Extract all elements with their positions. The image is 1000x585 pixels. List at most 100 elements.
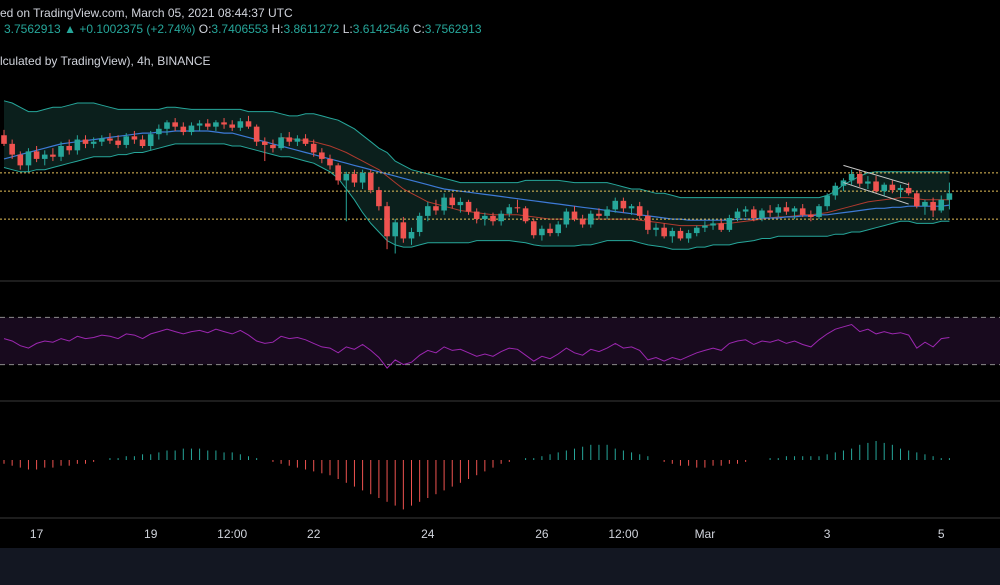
rsi-pane[interactable] — [0, 316, 1000, 369]
candle-body — [636, 206, 643, 216]
candle — [530, 219, 537, 239]
candle — [33, 146, 40, 163]
candle — [164, 120, 170, 136]
candle-body — [156, 128, 162, 135]
candle — [914, 191, 920, 209]
candle — [824, 193, 830, 211]
candle-body — [522, 208, 529, 222]
candle-body — [50, 154, 56, 157]
candle — [522, 206, 529, 224]
candle-body — [571, 211, 578, 220]
candle — [172, 118, 178, 131]
candle — [693, 225, 700, 237]
close-value: 3.7562913 — [424, 22, 482, 36]
candle — [840, 178, 847, 192]
candle-body — [196, 123, 203, 126]
candle — [571, 206, 578, 222]
x-tick-label: 22 — [307, 527, 321, 541]
candle-body — [547, 228, 553, 234]
candle-body — [889, 184, 896, 191]
candle-body — [425, 206, 431, 216]
bollinger-fill — [4, 100, 950, 250]
candle-body — [824, 195, 830, 207]
candle-body — [115, 140, 121, 145]
candle-body — [604, 209, 610, 216]
candle — [221, 118, 227, 129]
candle — [628, 204, 635, 215]
candle-body — [856, 173, 863, 184]
candle-body — [107, 138, 113, 141]
candle — [302, 134, 309, 146]
candle — [408, 227, 415, 245]
candle — [799, 204, 806, 217]
candle-body — [799, 208, 806, 215]
candle-body — [33, 151, 40, 159]
chart-header: ed on TradingView.com, March 05, 2021 08… — [0, 0, 1000, 40]
candle — [25, 148, 32, 172]
candle-body — [498, 213, 504, 222]
candle-body — [286, 137, 293, 142]
candle-body — [384, 206, 390, 237]
candle — [229, 120, 235, 131]
series-title: lculated by TradingView), 4h, BINANCE — [0, 54, 211, 68]
candle-body — [253, 126, 260, 142]
candle — [620, 197, 627, 213]
candle — [115, 135, 121, 149]
candle — [514, 199, 521, 213]
candle-body — [9, 143, 15, 155]
candle-body — [25, 151, 32, 166]
candle-body — [783, 207, 790, 212]
candle — [359, 169, 366, 189]
candle-body — [596, 213, 602, 216]
candle-body — [408, 232, 415, 239]
candle — [441, 193, 447, 215]
candle — [685, 229, 692, 243]
candle-body — [327, 158, 333, 166]
candle — [783, 201, 790, 215]
channel-lower-line — [843, 182, 909, 205]
candle-body — [441, 197, 447, 211]
candle — [946, 182, 953, 210]
candle — [131, 130, 138, 144]
candle — [718, 219, 724, 232]
candle-body — [840, 180, 847, 186]
candle-body — [873, 181, 879, 192]
candle-body — [123, 136, 130, 145]
candle-body — [693, 227, 700, 234]
candle-body — [555, 224, 561, 234]
candle-body — [188, 125, 195, 133]
candle — [677, 227, 684, 241]
candle-body — [914, 193, 920, 207]
x-tick-label: 19 — [144, 527, 158, 541]
rsi-line — [3, 323, 950, 369]
candle-body — [514, 207, 521, 209]
candle — [335, 163, 341, 185]
histogram-pane[interactable] — [3, 441, 958, 510]
time-axis[interactable]: 17 19 12:00 22 24 26 12:00 Mar 3 5 — [30, 527, 945, 541]
candle-body — [245, 121, 252, 127]
candle — [506, 204, 513, 217]
candle-body — [449, 197, 456, 206]
candle — [856, 169, 863, 187]
candle — [645, 210, 651, 235]
close-label: C: — [412, 22, 425, 36]
candle — [139, 135, 146, 149]
candle-body — [832, 185, 839, 196]
up-arrow-icon: ▲ — [64, 22, 76, 36]
candle-body — [310, 143, 317, 153]
candle — [66, 139, 72, 155]
candle — [237, 118, 244, 131]
candle-body — [433, 206, 439, 211]
candle — [351, 169, 358, 187]
price-pane[interactable] — [0, 100, 1000, 254]
candle — [425, 201, 431, 222]
candle — [123, 133, 130, 149]
candle — [107, 133, 113, 144]
candle-body — [628, 206, 635, 209]
candle — [482, 212, 488, 226]
candle-body — [41, 154, 48, 159]
candle-body — [1, 135, 7, 144]
candle-body — [530, 221, 537, 236]
candle-body — [221, 122, 227, 125]
candle — [661, 223, 667, 239]
